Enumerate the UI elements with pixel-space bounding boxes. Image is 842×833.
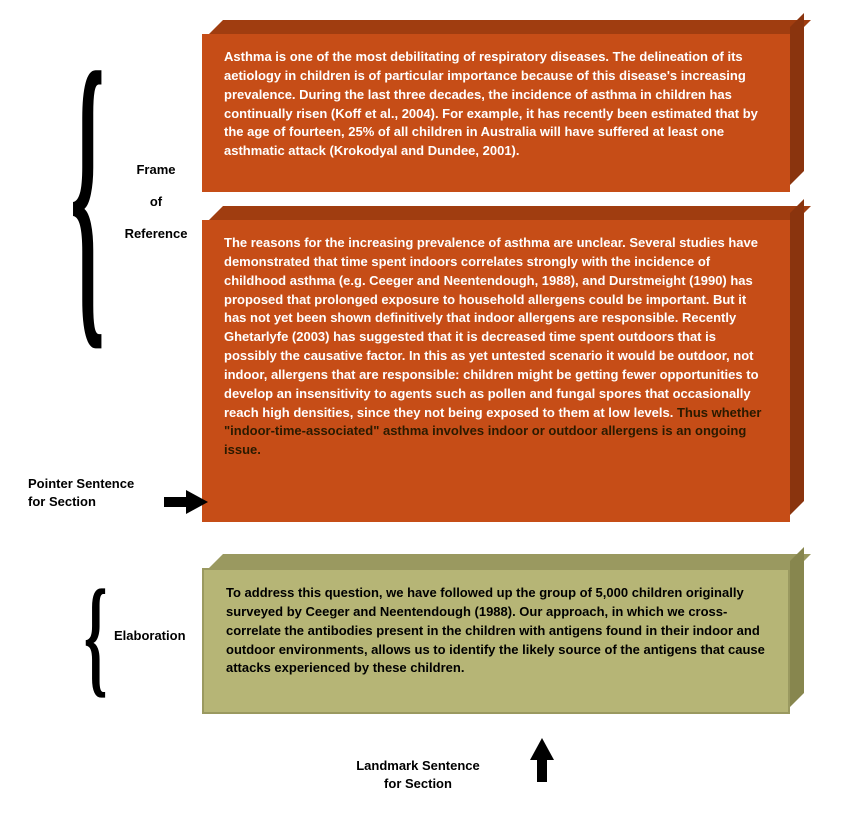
label-pointer-line2: for Section — [28, 494, 96, 509]
block2-side-face — [790, 199, 804, 515]
block1-front-face: Asthma is one of the most debilitating o… — [202, 34, 790, 192]
block1-top-face — [209, 20, 811, 34]
block2-front-face: The reasons for the increasing prevalenc… — [202, 220, 790, 522]
block3-top-face — [209, 554, 811, 568]
label-landmark-line1: Landmark Sentence — [338, 758, 498, 773]
block1-text: Asthma is one of the most debilitating o… — [224, 48, 768, 161]
label-landmark-line2: for Section — [338, 776, 498, 791]
label-elaboration: Elaboration — [114, 628, 186, 643]
block2-text: The reasons for the increasing prevalenc… — [224, 234, 768, 460]
diagram-container: Asthma is one of the most debilitating o… — [10, 10, 832, 823]
arrow-landmark-sentence — [530, 738, 554, 760]
label-pointer-line1: Pointer Sentence — [28, 476, 134, 491]
block1-side-face — [790, 13, 804, 185]
block3-text: To address this question, we have follow… — [226, 584, 766, 678]
arrow-pointer-sentence — [186, 490, 208, 514]
block2-top-face — [209, 206, 811, 220]
block3-front-face: To address this question, we have follow… — [202, 568, 790, 714]
brace-frame-of-reference: { — [70, 22, 105, 358]
label-of: of — [116, 194, 196, 209]
brace-elaboration: { — [84, 570, 108, 702]
block3-side-face — [790, 547, 804, 707]
label-frame: Frame — [116, 162, 196, 177]
label-reference: Reference — [116, 226, 196, 241]
block2-text-part1: The reasons for the increasing prevalenc… — [224, 235, 759, 420]
